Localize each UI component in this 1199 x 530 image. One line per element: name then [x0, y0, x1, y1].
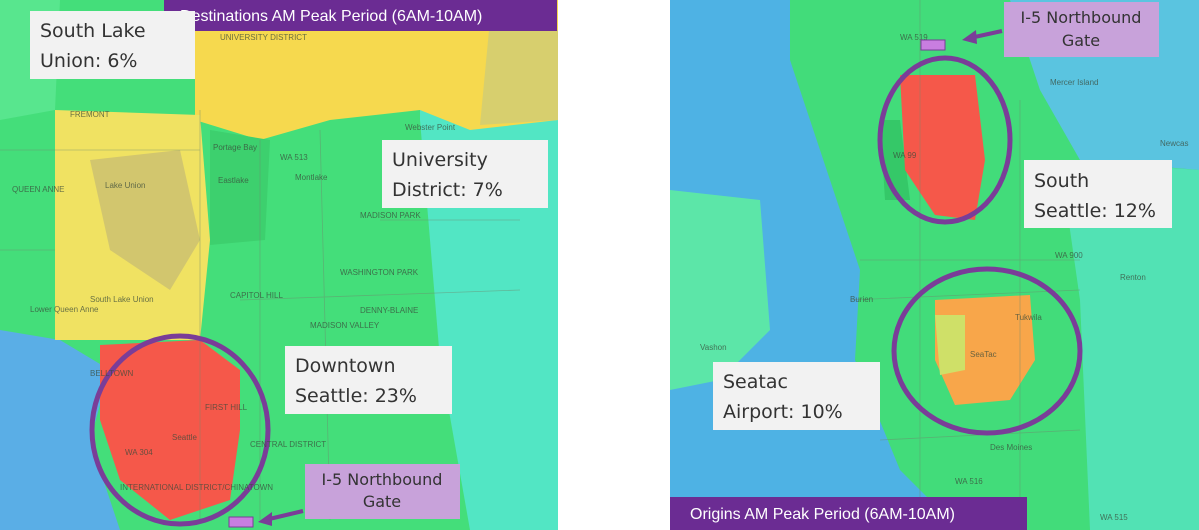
callout: Seatac Airport: 10%: [713, 362, 880, 430]
callout-line: District: 7%: [392, 179, 503, 201]
map-shape: [849, 0, 1081, 530]
place-labels: FREMONT UNIVERSITY DISTRICT Webster Poin…: [12, 33, 456, 492]
place-label: WA 900: [1055, 251, 1083, 260]
map-shape: [0, 330, 120, 530]
place-label: Des Moines: [990, 443, 1032, 452]
highlight-circle: [891, 266, 1083, 436]
place-label: CAPITOL HILL: [230, 291, 283, 300]
gate-line: Gate: [363, 492, 401, 511]
gate-line: Gate: [1062, 31, 1100, 50]
place-label: Portage Bay: [213, 143, 257, 152]
gate-line: I-5 Northbound: [1021, 8, 1142, 27]
map-shape: [228, 516, 254, 528]
place-label: Mercer Island: [1050, 78, 1098, 87]
map-shape: [100, 340, 240, 520]
map-shape: [258, 512, 272, 526]
map-shape: [670, 190, 770, 390]
map-shape: [1060, 160, 1199, 530]
callout-line: Seattle: 12%: [1034, 200, 1156, 222]
gate-line: I-5 Northbound: [322, 470, 443, 489]
title-bar: [164, 0, 557, 31]
map-shape: [900, 75, 985, 220]
place-label: WA 99: [893, 151, 917, 160]
place-label: BELLTOWN: [90, 369, 133, 378]
place-label: FIRST HILL: [205, 403, 248, 412]
callout: South Lake Union: 6%: [30, 11, 195, 79]
place-label: CENTRAL DISTRICT: [250, 440, 326, 449]
place-label: INTERNATIONAL DISTRICT/CHINATOWN: [120, 483, 273, 492]
place-label: Newcas: [1160, 139, 1188, 148]
map-shape: [713, 362, 880, 430]
map-shape: [195, 0, 558, 140]
callout-line: South Lake: [40, 20, 146, 42]
place-label: Burien: [850, 295, 873, 304]
place-label: Eastlake: [218, 176, 249, 185]
map-shape: [382, 140, 548, 208]
place-label: Lake Union: [105, 181, 145, 190]
map-shape: [30, 11, 195, 79]
callout-line: Seattle: 23%: [295, 385, 417, 407]
map-shape: [962, 30, 977, 44]
left-map: FREMONT UNIVERSITY DISTRICT Webster Poin…: [0, 0, 558, 530]
highlight-circle: [89, 333, 271, 527]
map-shape: [285, 346, 452, 414]
map-shape: [849, 0, 1081, 530]
place-label: Tukwila: [1015, 313, 1042, 322]
callout-line: Airport: 10%: [723, 401, 843, 423]
place-label: WA 304: [125, 448, 153, 457]
map-shape: [90, 150, 200, 290]
callout-line: Seatac: [723, 371, 788, 393]
title-bar: [670, 497, 1027, 530]
map-shape: [0, 110, 521, 521]
place-label: UNIVERSITY DISTRICT: [220, 33, 307, 42]
map-title: Destinations AM Peak Period (6AM-10AM): [180, 8, 482, 25]
place-label: Seattle: [172, 433, 197, 442]
place-label: QUEEN ANNE: [12, 185, 64, 194]
place-label: SeaTac: [970, 350, 997, 359]
place-label: WASHINGTON PARK: [340, 268, 419, 277]
place-label: Renton: [1120, 273, 1146, 282]
right-map: WA 519 Mercer Island WA 99 Newcas WA 900…: [670, 0, 1199, 530]
callout: University District: 7%: [382, 140, 548, 208]
callout-line: Union: 6%: [40, 50, 137, 72]
map-shape: [210, 130, 270, 245]
map-shape: [480, 20, 558, 125]
place-label: WA 516: [955, 477, 983, 486]
place-label: DENNY-BLAINE: [360, 306, 418, 315]
place-label: MADISON VALLEY: [310, 321, 380, 330]
map-shape: [420, 0, 558, 530]
map-shape: [1004, 2, 1159, 57]
callout-line: University: [392, 149, 488, 171]
callout-line: Downtown: [295, 355, 396, 377]
place-label: FREMONT: [70, 110, 110, 119]
map-shape: [935, 315, 965, 375]
callout: South Seattle: 12%: [1024, 160, 1172, 228]
map-shape: [305, 464, 460, 519]
callout: Downtown Seattle: 23%: [285, 346, 452, 414]
place-label: Vashon: [700, 343, 727, 352]
place-label: Montlake: [295, 173, 328, 182]
place-label: Webster Point: [405, 123, 456, 132]
map-shape: [0, 110, 521, 521]
place-label: WA 519: [900, 33, 928, 42]
place-labels: WA 519 Mercer Island WA 99 Newcas WA 900…: [700, 33, 1188, 522]
map-shape: [1024, 160, 1172, 228]
place-label: WA 515: [1100, 513, 1128, 522]
place-label: South Lake Union: [90, 295, 154, 304]
map-shape: [920, 39, 946, 51]
callout-line: South: [1034, 170, 1089, 192]
gate-callout: I-5 Northbound Gate: [920, 2, 1159, 57]
place-label: Lower Queen Anne: [30, 305, 99, 314]
gate-callout: I-5 Northbound Gate: [228, 464, 460, 528]
highlight-circle: [877, 55, 1013, 225]
place-label: MADISON PARK: [360, 211, 421, 220]
map-title: Origins AM Peak Period (6AM-10AM): [690, 506, 955, 523]
place-label: WA 513: [280, 153, 308, 162]
